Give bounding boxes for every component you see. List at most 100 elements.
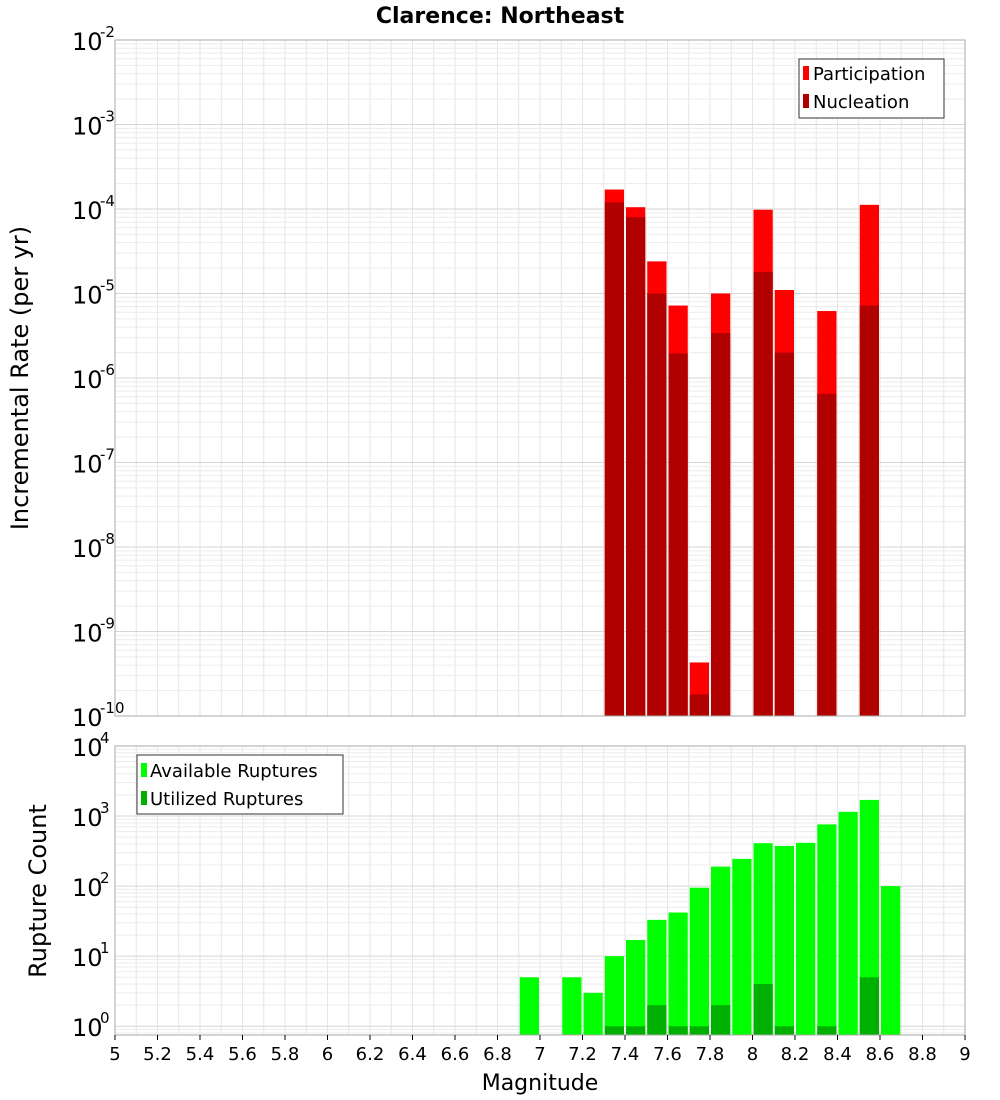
y-tick-label: 101	[72, 939, 110, 972]
x-tick-label: 5.8	[271, 1044, 300, 1065]
x-tick-label: 8.6	[866, 1044, 895, 1065]
count-bar-series-2	[817, 1026, 837, 1035]
legend-swatch-participation	[803, 66, 809, 80]
y-tick-label: 10-9	[72, 615, 115, 648]
x-ticks: 5 5.2 5.4 5.6 5.8 6 6.2 6.4 6.6 6.8 7 7.2 7.4 7.6 7.8 8…	[109, 1035, 971, 1065]
count-bar-series-1	[796, 842, 816, 1035]
x-tick-label: 7.4	[611, 1044, 640, 1065]
x-tick-label: 5.2	[143, 1044, 172, 1065]
y-tick-label: 104	[72, 729, 110, 762]
svg-text:10: 10	[72, 197, 103, 225]
x-tick-label: 6.4	[398, 1044, 427, 1065]
rate-bar-series-2	[647, 293, 667, 716]
rate-legend: Participation Nucleation	[798, 58, 945, 119]
legend-label-available: Available Ruptures	[150, 761, 318, 782]
svg-text:4: 4	[100, 729, 110, 747]
count-bar-series-2	[711, 1005, 731, 1035]
rate-bar-series-2	[626, 217, 646, 716]
rate-bar-series-2	[859, 305, 879, 716]
count-y-axis-label: Rupture Count	[24, 804, 52, 978]
count-bar-series-2	[859, 977, 879, 1035]
count-bar-series-2	[647, 1005, 667, 1035]
svg-text:10: 10	[72, 874, 103, 902]
y-tick-label: 10-10	[72, 699, 125, 732]
svg-text:10: 10	[72, 704, 103, 732]
rate-bar-series-2	[668, 353, 688, 716]
svg-text:10: 10	[72, 944, 103, 972]
x-tick-label: 5	[109, 1044, 120, 1065]
svg-text:1: 1	[100, 939, 110, 957]
count-bar-series-1	[668, 912, 688, 1035]
count-bar-series-2	[774, 1026, 794, 1035]
count-bar-series-2	[689, 1026, 709, 1035]
chart-title: Clarence: Northeast	[376, 4, 625, 29]
y-tick-label: 10-5	[72, 277, 115, 310]
x-tick-label: 8.2	[781, 1044, 810, 1065]
count-bar-series-1	[838, 811, 858, 1035]
svg-text:-9: -9	[100, 615, 115, 633]
svg-text:-6: -6	[100, 361, 115, 379]
svg-text:10: 10	[72, 1014, 103, 1042]
svg-text:-10: -10	[100, 699, 125, 717]
x-tick-label: 8	[747, 1044, 758, 1065]
x-tick-label: 7.2	[568, 1044, 597, 1065]
count-bar-series-1	[519, 977, 539, 1035]
legend-label-nucleation: Nucleation	[813, 92, 909, 113]
svg-text:10: 10	[72, 113, 103, 141]
count-legend: Available Ruptures Utilized Ruptures	[136, 754, 344, 815]
legend-label-utilized: Utilized Ruptures	[150, 789, 303, 810]
legend-swatch-available	[141, 763, 147, 777]
count-bar-series-1	[562, 977, 582, 1035]
x-tick-label: 8.8	[908, 1044, 937, 1065]
count-bars	[519, 799, 901, 1035]
count-bar-series-2	[668, 1026, 688, 1035]
rate-gridlines	[114, 39, 966, 717]
svg-text:10: 10	[72, 535, 103, 563]
legend-swatch-nucleation	[803, 94, 809, 108]
count-bar-series-1	[626, 940, 646, 1035]
svg-text:-8: -8	[100, 530, 115, 548]
svg-text:2: 2	[100, 869, 110, 887]
x-tick-label: 6.2	[356, 1044, 385, 1065]
rate-plot-frame	[114, 39, 966, 717]
count-bar-series-1	[817, 824, 837, 1035]
rate-bar-series-2	[774, 352, 794, 716]
rate-bar-series-2	[689, 694, 709, 716]
svg-text:10: 10	[72, 366, 103, 394]
count-bar-series-1	[774, 845, 794, 1035]
x-tick-label: 5.6	[228, 1044, 257, 1065]
rate-bars	[604, 189, 879, 717]
svg-text:10: 10	[72, 282, 103, 310]
svg-text:-3: -3	[100, 108, 115, 126]
svg-text:-4: -4	[100, 192, 115, 210]
y-tick-label: 100	[72, 1009, 110, 1042]
x-axis-label: Magnitude	[482, 1071, 599, 1096]
y-tick-label: 103	[72, 799, 110, 832]
svg-text:10: 10	[72, 804, 103, 832]
x-tick-label: 6.6	[441, 1044, 470, 1065]
x-tick-label: 7	[534, 1044, 545, 1065]
svg-text:10: 10	[72, 734, 103, 762]
svg-text:10: 10	[72, 28, 103, 56]
count-bar-series-2	[753, 984, 773, 1035]
count-bar-series-2	[604, 1026, 624, 1035]
legend-swatch-utilized	[141, 791, 147, 805]
y-tick-label: 10-8	[72, 530, 115, 563]
rate-bar-series-2	[711, 333, 731, 716]
y-tick-label: 10-6	[72, 361, 115, 394]
y-tick-label: 102	[72, 869, 110, 902]
rate-bar-series-2	[817, 393, 837, 716]
y-tick-label: 10-2	[72, 23, 115, 56]
x-tick-label: 7.6	[653, 1044, 682, 1065]
legend-label-participation: Participation	[813, 64, 925, 85]
x-tick-label: 7.8	[696, 1044, 725, 1065]
x-tick-label: 8.4	[823, 1044, 852, 1065]
svg-text:-7: -7	[100, 446, 115, 464]
count-bar-series-1	[711, 866, 731, 1035]
svg-text:10: 10	[72, 451, 103, 479]
x-tick-label: 6.8	[483, 1044, 512, 1065]
rate-bar-series-2	[604, 202, 624, 716]
